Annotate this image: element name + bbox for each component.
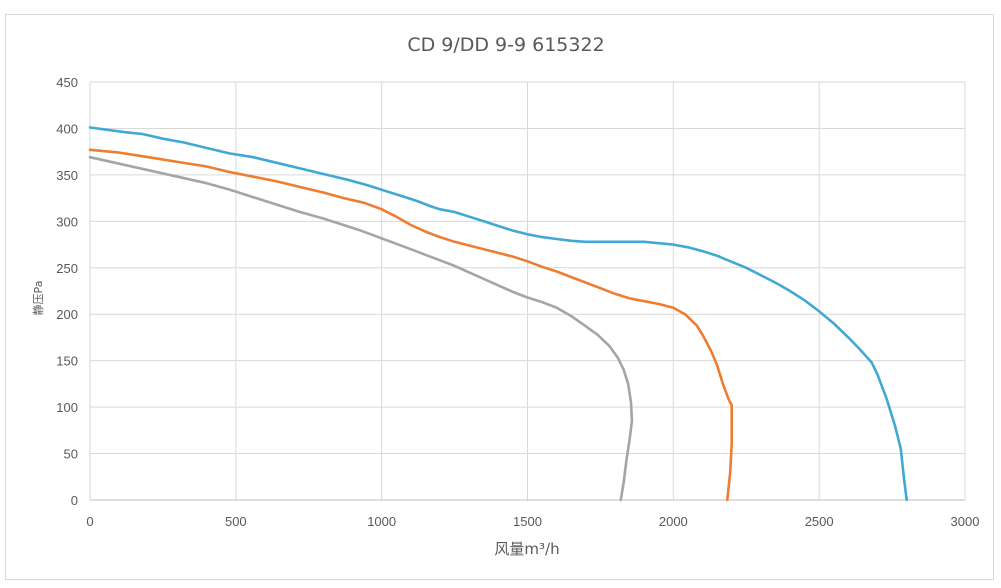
y-tick-label: 50 <box>64 447 78 462</box>
axes <box>89 82 965 501</box>
x-tick-label: 500 <box>225 514 247 529</box>
y-tick-label: 0 <box>71 493 78 508</box>
tick-labels: 0 50 100 150 200 250 300 350 400 450 0 500 1000 1500 2… <box>56 75 979 529</box>
y-tick-label: 150 <box>56 354 78 369</box>
chart-title: CD 9/DD 9-9 615322 <box>407 34 604 56</box>
y-tick-label: 200 <box>56 307 78 322</box>
x-tick-label: 1000 <box>367 514 396 529</box>
x-axis-title: 风量m³/h <box>494 540 559 558</box>
y-tick-label: 250 <box>56 261 78 276</box>
x-tick-label: 0 <box>86 514 93 529</box>
series-lines <box>88 126 909 502</box>
series-line-curve-blue <box>88 126 909 502</box>
y-axis-title: 静压Pa <box>31 281 45 316</box>
x-tick-label: 1500 <box>513 514 542 529</box>
chart-frame <box>5 14 994 580</box>
y-tick-label: 450 <box>56 75 78 90</box>
y-tick-label: 100 <box>56 400 78 415</box>
x-tick-label: 2000 <box>659 514 688 529</box>
series-line-curve-gray <box>88 155 634 502</box>
y-tick-label: 300 <box>56 214 78 229</box>
x-tick-label: 3000 <box>951 514 980 529</box>
x-tick-label: 2500 <box>805 514 834 529</box>
y-tick-label: 350 <box>56 168 78 183</box>
grid-lines <box>90 81 966 500</box>
series-line-curve-orange <box>88 148 734 502</box>
y-tick-label: 400 <box>56 121 78 136</box>
